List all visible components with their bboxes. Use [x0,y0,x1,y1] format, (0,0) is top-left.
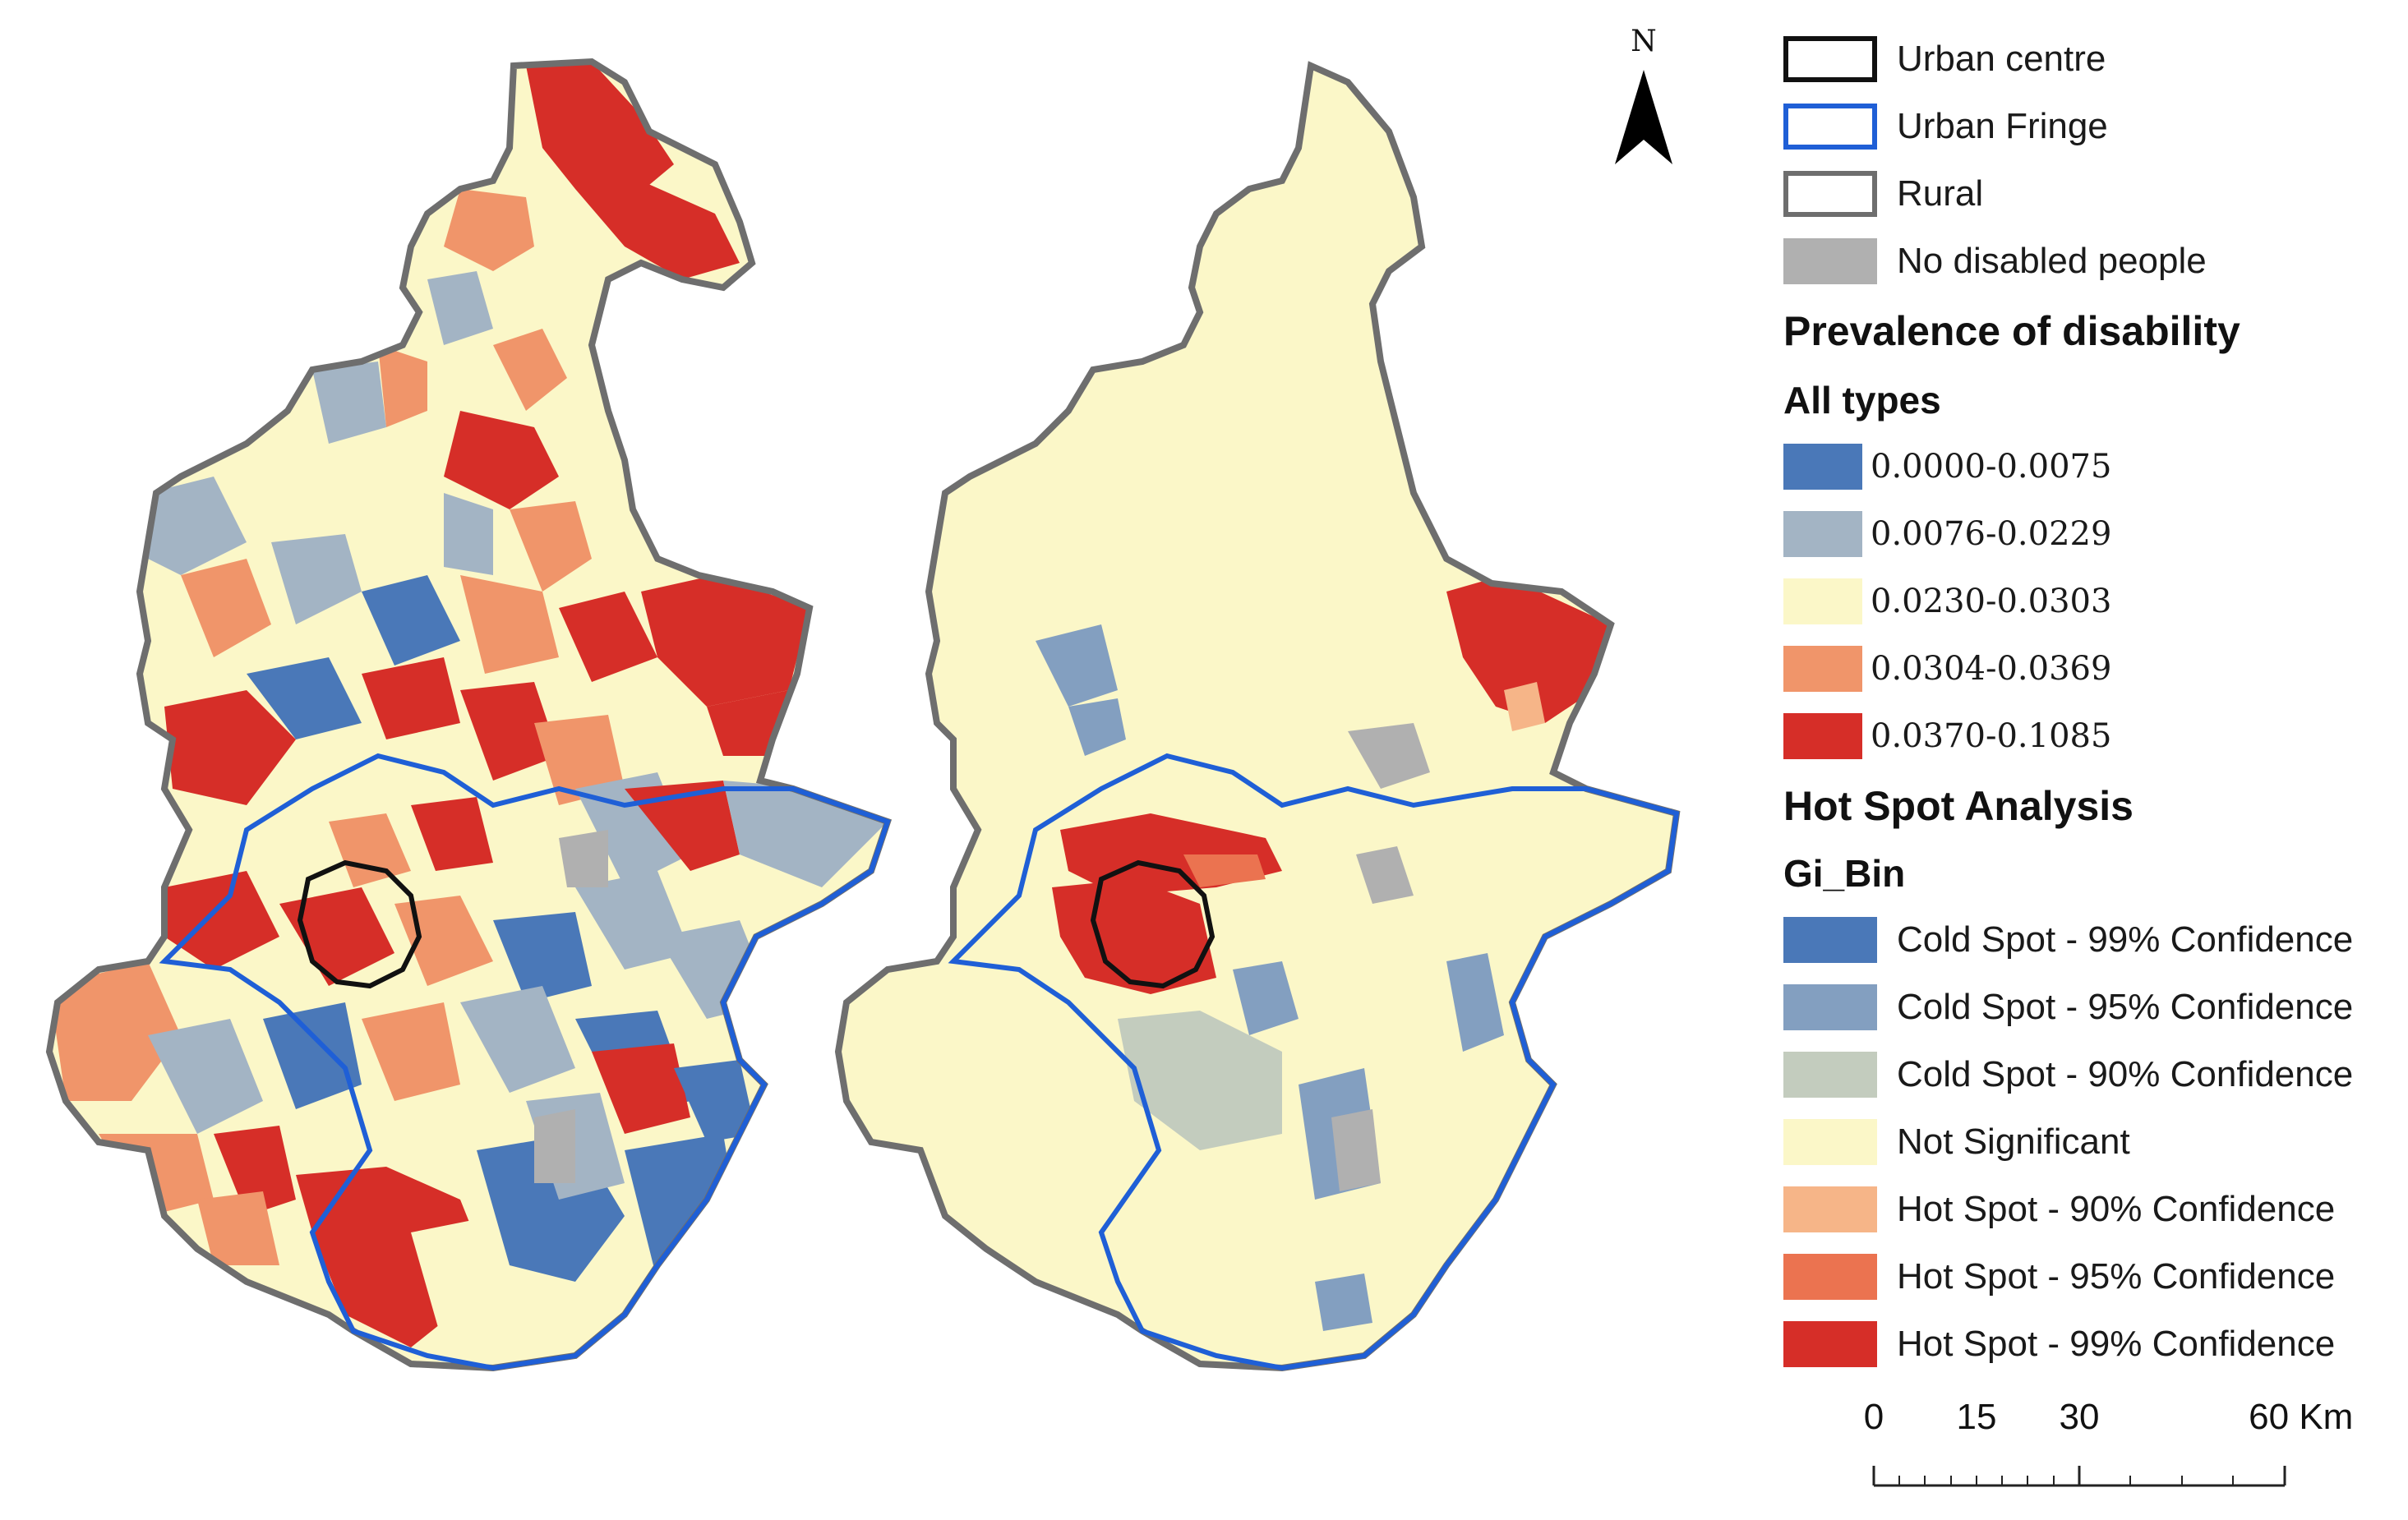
urban-fringe-boundary-left [159,753,891,1371]
legend-swatch [1783,646,1862,692]
legend-swatch [1783,511,1862,557]
legend-label: Rural [1897,173,1984,214]
legend-swatch [1783,171,1877,217]
prevalence-title: Prevalence of disability [1783,308,2240,354]
legend-label: No disabled people [1897,241,2207,281]
legend-label: Cold Spot - 95% Confidence [1897,987,2354,1027]
legend-item-hotspot-3: Cold Spot - 90% Confidence [1783,1048,2353,1101]
rural-boundary-right [834,61,1681,1372]
hotspot-title: Hot Spot Analysis [1783,783,2134,829]
legend-swatch [1783,984,1877,1030]
legend-swatch [1783,1052,1877,1098]
legend-item-hotspot-2: Cold Spot - 95% Confidence [1783,981,2353,1034]
legend-swatch [1783,444,1862,490]
legend-item-prevalence-5: 0.0370-0.1085 [1783,710,2111,762]
legend-label: Cold Spot - 99% Confidence [1897,919,2354,960]
legend-swatch [1783,1119,1877,1165]
legend-label: 0.0304-0.0369 [1871,650,2112,688]
scale-bar: 0 15 30 60 Km [1849,1397,2353,1495]
legend-label: 0.0076-0.0229 [1871,515,2112,553]
prevalence-subtitle: All types [1783,379,1941,421]
map-panels [45,58,1681,1372]
legend-swatch [1783,917,1877,963]
legend-swatch [1783,104,1877,150]
legend-item-prevalence-3: 0.0230-0.0303 [1783,575,2111,628]
legend-item-urban-fringe: Urban Fringe [1783,100,2108,153]
legend-item-hotspot-4: Not Significant [1783,1116,2130,1168]
legend-swatch [1783,1254,1877,1300]
legend-item-prevalence-1: 0.0000-0.0075 [1783,440,2111,493]
legend-item-rural: Rural [1783,168,1983,220]
legend-label: Urban Fringe [1897,106,2108,146]
legend-swatch [1783,713,1862,759]
legend-swatch [1783,36,1877,82]
scale-label-60: 60 Km [2249,1397,2354,1437]
urban-fringe-boundary-right [948,753,1680,1371]
legend-label: 0.0370-0.1085 [1871,717,2112,755]
legend-label: Urban centre [1897,39,2106,79]
map-legend: Urban centre Urban Fringe Rural No disab… [1767,0,2408,1516]
legend-item-hotspot-6: Hot Spot - 95% Confidence [1783,1251,2335,1303]
legend-item-hotspot-1: Cold Spot - 99% Confidence [1783,914,2353,966]
hotspot-subtitle: Gi_Bin [1783,852,1906,895]
scale-label-30: 30 [2059,1397,2100,1437]
legend-label: Not Significant [1897,1122,2130,1162]
legend-item-no-disabled: No disabled people [1783,235,2207,288]
urban-centre-boundary-left [297,859,422,989]
legend-label: Hot Spot - 95% Confidence [1897,1256,2336,1297]
north-label: N [1631,25,1657,58]
legend-swatch [1783,238,1877,284]
legend-label: 0.0000-0.0075 [1871,448,2112,486]
legend-item-prevalence-4: 0.0304-0.0369 [1783,643,2111,695]
legend-item-hotspot-5: Hot Spot - 90% Confidence [1783,1183,2335,1236]
legend-label: 0.0230-0.0303 [1871,583,2112,620]
hotspot-map [834,61,1681,1372]
urban-centre-boundary-right [1090,859,1216,989]
legend-label: Hot Spot - 90% Confidence [1897,1189,2336,1229]
legend-item-prevalence-2: 0.0076-0.0229 [1783,508,2111,560]
legend-swatch [1783,1186,1877,1232]
legend-item-hotspot-7: Hot Spot - 99% Confidence [1783,1318,2335,1370]
legend-swatch [1783,1321,1877,1367]
scale-label-15: 15 [1956,1397,1997,1437]
scale-label-0: 0 [1863,1397,1884,1437]
north-arrow-icon [1615,70,1672,164]
legend-item-urban-centre: Urban centre [1783,33,2106,85]
north-arrow: N [1603,25,1685,173]
legend-label: Hot Spot - 99% Confidence [1897,1324,2336,1364]
legend-label: Cold Spot - 90% Confidence [1897,1054,2354,1094]
prevalence-map [45,58,893,1372]
scale-bar-graphic [1872,1466,2286,1487]
legend-swatch [1783,578,1862,624]
